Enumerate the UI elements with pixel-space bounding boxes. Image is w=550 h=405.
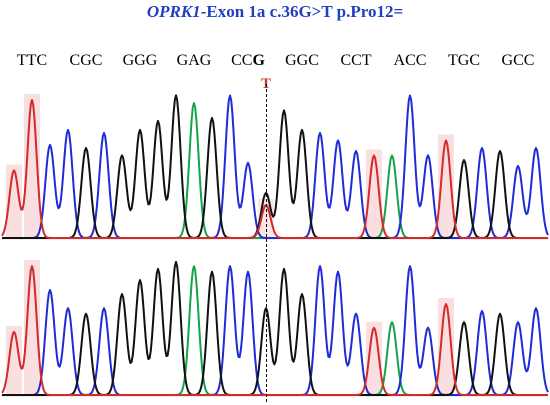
thymine-highlight <box>6 164 22 238</box>
channel-t-trace <box>1 99 548 239</box>
codon-label: CCG <box>231 52 265 69</box>
codon-label: ACC <box>393 52 427 69</box>
codon-label: TTC <box>16 52 48 69</box>
figure-title: OPRK1-Exon 1a c.36G>T p.Pro12= <box>0 2 550 22</box>
mutation-position-line <box>266 84 267 402</box>
codon-label: GAG <box>176 52 212 69</box>
channel-c-trace <box>2 94 549 239</box>
codon-label: CCT <box>340 52 372 69</box>
codon-label: GGG <box>122 52 158 69</box>
variant-description: -Exon 1a c.36G>T p.Pro12= <box>200 2 404 21</box>
codon-label: CGC <box>69 52 103 69</box>
channel-g-trace <box>2 94 548 239</box>
codon-label: GCC <box>501 52 535 69</box>
patient-chromatogram-trace <box>1 94 549 240</box>
codon-label: TGC <box>448 52 480 69</box>
channel-t-trace <box>1 265 548 396</box>
thymine-highlight <box>6 326 22 395</box>
channel-g-trace <box>2 260 548 396</box>
codon-sequence: TTC CGC GGG GAG CCG GGC CCT ACC TGC GCC <box>0 52 550 72</box>
gene-name: OPRK1 <box>146 2 201 21</box>
codon-label: GGC <box>285 52 319 69</box>
thymine-highlight <box>366 321 382 395</box>
reference-chromatogram-trace <box>1 260 549 397</box>
